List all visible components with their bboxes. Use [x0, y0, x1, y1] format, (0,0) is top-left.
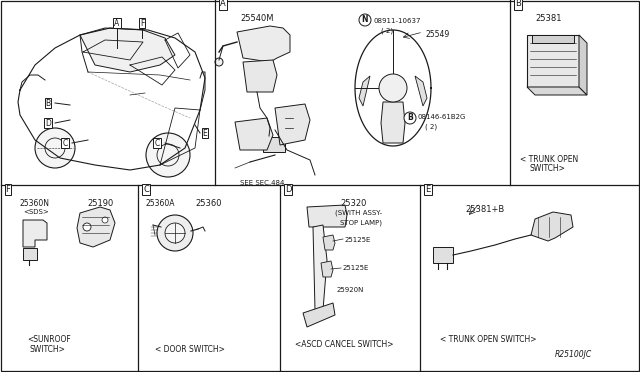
Text: < TRUNK OPEN: < TRUNK OPEN — [520, 155, 579, 164]
Text: 25381: 25381 — [535, 14, 561, 23]
Polygon shape — [23, 220, 47, 247]
Bar — [532, 35, 574, 43]
Text: B: B — [515, 0, 521, 9]
Text: A: A — [115, 19, 120, 28]
Text: 25381+B: 25381+B — [465, 205, 504, 214]
Text: 08911-10637: 08911-10637 — [373, 18, 420, 24]
Text: D: D — [45, 119, 51, 128]
Text: SWITCH>: SWITCH> — [30, 345, 66, 354]
Text: N: N — [362, 16, 368, 25]
Polygon shape — [303, 303, 335, 327]
Text: C: C — [154, 138, 159, 148]
Polygon shape — [80, 28, 175, 72]
Polygon shape — [381, 102, 405, 143]
Polygon shape — [307, 205, 347, 227]
Text: ( 2): ( 2) — [381, 28, 393, 35]
Circle shape — [404, 112, 416, 124]
Text: F: F — [140, 19, 144, 28]
Text: A: A — [220, 0, 226, 9]
Text: 25360A: 25360A — [145, 199, 175, 208]
Text: <ASCD CANCEL SWITCH>: <ASCD CANCEL SWITCH> — [295, 340, 394, 349]
Polygon shape — [313, 225, 327, 310]
Circle shape — [157, 144, 179, 166]
Polygon shape — [531, 212, 573, 241]
Text: 25190: 25190 — [87, 199, 113, 208]
Polygon shape — [275, 104, 310, 145]
Text: D: D — [285, 185, 291, 193]
Bar — [23, 248, 37, 260]
Text: R25100JC: R25100JC — [555, 350, 592, 359]
Text: C: C — [62, 138, 68, 148]
Text: 25125E: 25125E — [343, 265, 369, 271]
Polygon shape — [579, 35, 587, 95]
Text: 25125E: 25125E — [345, 237, 371, 243]
Text: SEE SEC.484: SEE SEC.484 — [240, 180, 284, 186]
Circle shape — [379, 74, 407, 102]
Text: 25360N: 25360N — [20, 199, 50, 208]
Circle shape — [165, 223, 185, 243]
Text: C: C — [143, 185, 149, 193]
Bar — [527, 35, 579, 87]
Polygon shape — [321, 261, 333, 277]
Polygon shape — [77, 207, 115, 247]
Polygon shape — [323, 235, 335, 250]
Text: B: B — [407, 113, 413, 122]
Text: SWITCH>: SWITCH> — [529, 164, 565, 173]
Circle shape — [146, 133, 190, 177]
Circle shape — [157, 215, 193, 251]
Circle shape — [45, 138, 65, 158]
Text: 25920N: 25920N — [337, 287, 364, 293]
Text: F: F — [6, 185, 10, 193]
Text: ( 2): ( 2) — [425, 124, 437, 131]
Bar — [263, 137, 285, 152]
Bar — [433, 247, 453, 263]
Circle shape — [35, 128, 75, 168]
Polygon shape — [415, 76, 427, 106]
Text: STOP LAMP): STOP LAMP) — [340, 219, 382, 225]
Polygon shape — [237, 26, 290, 62]
Text: 25360: 25360 — [195, 199, 221, 208]
Text: 25549: 25549 — [425, 30, 449, 39]
Polygon shape — [527, 87, 587, 95]
Text: B: B — [45, 99, 51, 108]
Text: E: E — [203, 128, 207, 138]
Text: <SUNROOF: <SUNROOF — [27, 335, 71, 344]
Text: < TRUNK OPEN SWITCH>: < TRUNK OPEN SWITCH> — [440, 335, 536, 344]
Text: <SDS>: <SDS> — [23, 209, 49, 215]
Circle shape — [83, 223, 91, 231]
Text: < DOOR SWITCH>: < DOOR SWITCH> — [155, 345, 225, 354]
Polygon shape — [243, 60, 277, 92]
Circle shape — [215, 58, 223, 66]
Text: 25540M: 25540M — [240, 14, 273, 23]
Text: (SWITH ASSY-: (SWITH ASSY- — [335, 209, 382, 215]
Polygon shape — [235, 118, 273, 150]
Text: E: E — [426, 185, 431, 193]
Text: 25320: 25320 — [340, 199, 366, 208]
Circle shape — [102, 217, 108, 223]
Polygon shape — [359, 76, 370, 106]
Circle shape — [359, 14, 371, 26]
Text: 08146-61B2G: 08146-61B2G — [418, 114, 467, 120]
